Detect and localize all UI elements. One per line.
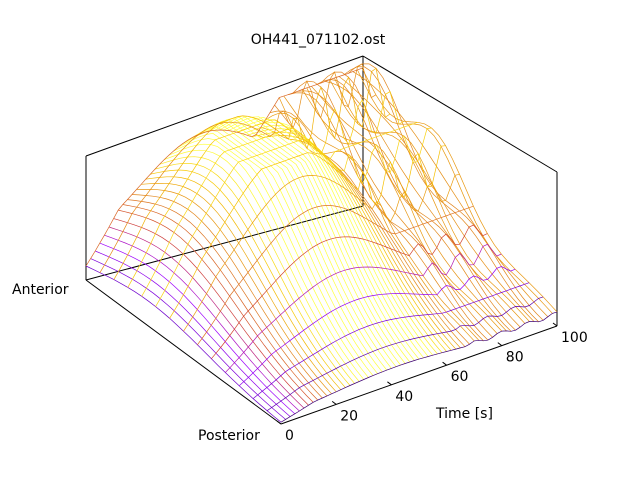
- x-tick-label: 0: [285, 428, 294, 444]
- mesh-line-time: [347, 63, 544, 321]
- x-tick-label: 60: [451, 369, 469, 385]
- box-edge-left-floor: [85, 279, 282, 425]
- mesh-line-time: [187, 126, 383, 373]
- y-label-anterior: Anterior: [12, 282, 69, 298]
- chart-title: OH441_071102.ost: [251, 32, 386, 48]
- mesh-line-position: [197, 205, 474, 346]
- x-axis-ticks: 0 20 40 60 80 100: [276, 322, 588, 444]
- mesh-line-time: [150, 169, 346, 388]
- mesh-line-time: [343, 66, 539, 323]
- x-tick-mark: [442, 361, 447, 366]
- mesh-line-position: [252, 282, 530, 399]
- box-edge-right-top: [362, 55, 558, 173]
- surface-mesh: [85, 63, 558, 423]
- x-tick-label: 20: [340, 408, 358, 424]
- plot-box: [85, 55, 558, 425]
- x-tick-mark: [552, 322, 558, 327]
- mesh-line-position: [183, 173, 460, 332]
- x-tick-mark: [497, 342, 503, 347]
- mesh-line-position: [155, 127, 432, 307]
- mesh-line-position: [280, 311, 558, 423]
- mesh-line-time: [164, 149, 360, 382]
- mesh-line-position: [169, 145, 446, 319]
- mesh-line-time: [177, 132, 374, 376]
- mesh-line-time: [242, 124, 438, 355]
- mesh-line-time: [191, 122, 388, 371]
- mesh-line-time: [159, 156, 355, 384]
- x-tick-label: 80: [506, 350, 524, 366]
- mesh-line-time: [118, 209, 314, 403]
- mesh-line-position: [113, 67, 391, 280]
- x-axis-label: Time [s]: [435, 406, 493, 422]
- mesh-line-position: [266, 296, 544, 411]
- mesh-line-time: [251, 131, 447, 352]
- mesh-line-time: [122, 204, 319, 401]
- mesh-line-position: [238, 266, 516, 387]
- box-edge-back-top: [85, 55, 364, 157]
- x-tick-mark: [276, 420, 282, 425]
- mesh-line-time: [237, 121, 434, 356]
- mesh-line-time: [214, 115, 411, 363]
- mesh-line-position: [85, 67, 363, 267]
- x-tick-mark: [387, 381, 392, 386]
- mesh-line-time: [182, 129, 378, 374]
- mesh-line-time: [361, 68, 558, 313]
- x-tick-label: 40: [395, 389, 413, 405]
- mesh-line-time: [95, 250, 291, 417]
- mesh-line-time: [127, 199, 323, 399]
- x-axis-line: [280, 325, 558, 425]
- mesh-line-time: [85, 265, 282, 423]
- y-label-posterior: Posterior: [198, 428, 260, 444]
- mesh-line-position: [225, 243, 502, 373]
- mesh-line-position: [127, 91, 404, 288]
- x-tick-mark: [331, 400, 337, 405]
- x-tick-label: 100: [561, 330, 588, 346]
- mesh-line-position: [211, 224, 488, 359]
- mesh-line-time: [338, 76, 535, 322]
